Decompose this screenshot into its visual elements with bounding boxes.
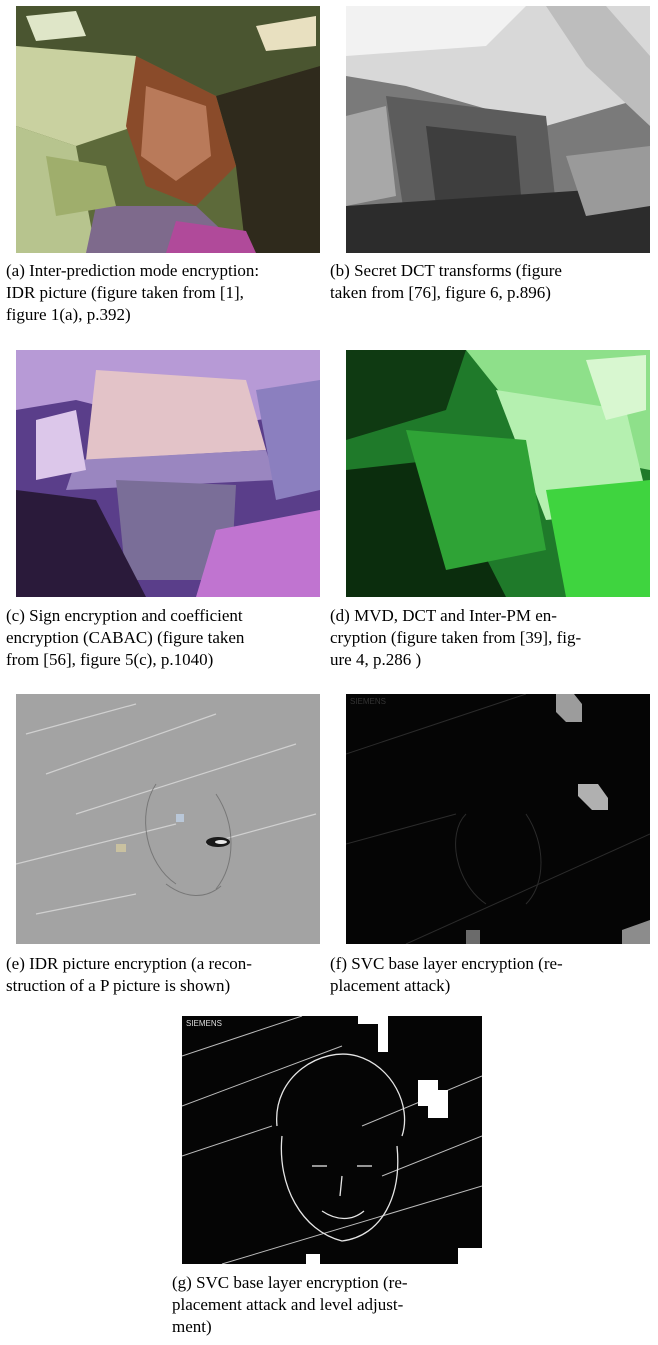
idr-picture-encryption-image	[16, 694, 320, 944]
caption-b: (b) Secret DCT transforms (figure taken …	[330, 261, 562, 302]
caption-c: (c) Sign encryption and coefficient encr…	[6, 606, 245, 669]
sign-encryption-cabac-image	[16, 350, 320, 597]
svc-replacement-attack-image: SIEMENS	[346, 694, 650, 944]
siemens-watermark: SIEMENS	[186, 1019, 222, 1028]
secret-dct-transforms-image	[346, 6, 650, 253]
caption-d: (d) MVD, DCT and Inter-PM en- cryption (…	[330, 606, 582, 669]
mvd-dct-inter-pm-image	[346, 350, 650, 597]
caption-g: (g) SVC base layer encryption (re- place…	[172, 1273, 408, 1336]
inter-prediction-mode-encryption-image	[16, 6, 320, 253]
caption-e: (e) IDR picture encryption (a recon- str…	[6, 954, 252, 995]
caption-a: (a) Inter-prediction mode encryption: ID…	[6, 261, 260, 324]
caption-f: (f) SVC base layer encryption (re- place…	[330, 954, 563, 995]
svc-replacement-attack-level-adjustment-image: SIEMENS	[182, 1016, 482, 1264]
siemens-watermark: SIEMENS	[350, 697, 386, 706]
